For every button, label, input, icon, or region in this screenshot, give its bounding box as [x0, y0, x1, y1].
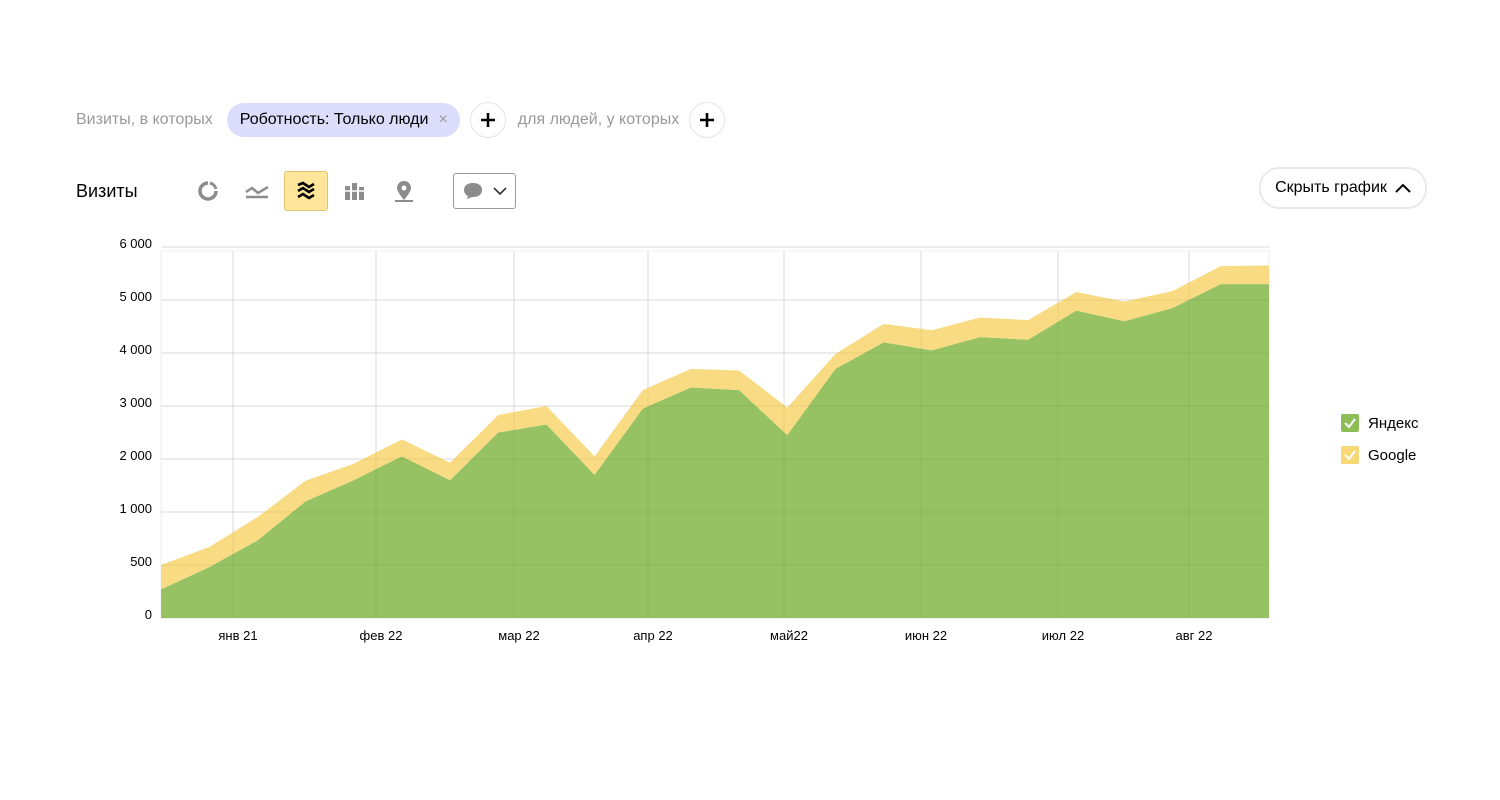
legend-label: Google: [1368, 446, 1417, 464]
plus-icon: [480, 113, 495, 127]
y-tick-label: 3 000: [119, 395, 152, 410]
metric-title: Визиты: [76, 180, 138, 201]
close-icon[interactable]: ×: [438, 111, 448, 128]
map-pin-icon: [395, 181, 413, 202]
series-area-yandex: [161, 284, 1269, 618]
series-area-google: [161, 265, 1269, 590]
x-tick-label: мар 22: [498, 628, 539, 643]
checkbox-checked-icon: [1341, 446, 1359, 464]
chart-toolbar: Визиты: [76, 170, 516, 212]
filter-prefix: Визиты, в которых: [76, 111, 213, 128]
map-button[interactable]: [382, 171, 426, 211]
add-user-condition-button[interactable]: [689, 102, 726, 138]
chart-legend: Яндекс Google: [1341, 407, 1418, 471]
x-tick-label: апр 22: [633, 628, 673, 643]
stacked-area-button[interactable]: [284, 171, 328, 211]
line-chart-button[interactable]: [235, 171, 279, 211]
hide-chart-button[interactable]: Скрыть график: [1259, 167, 1427, 209]
x-tick-label: июн 22: [905, 628, 947, 643]
filter-row: Визиты, в которых Роботность: Только люд…: [76, 101, 737, 139]
y-tick-label: 0: [145, 607, 152, 622]
line-chart-icon: [245, 185, 269, 199]
annotations-dropdown[interactable]: [453, 173, 516, 209]
checkbox-checked-icon: [1341, 414, 1359, 432]
y-tick-label: 4 000: [119, 342, 152, 357]
filter-middle-label: для людей, у которых: [517, 111, 680, 128]
filter-chip-label: Роботность: Только люди: [239, 111, 429, 128]
pie-chart-button[interactable]: [186, 171, 230, 211]
x-tick-label: фев 22: [360, 628, 403, 643]
y-tick-label: 5 000: [119, 289, 152, 304]
y-tick-label: 6 000: [119, 236, 152, 251]
chevron-down-icon: [492, 187, 507, 196]
plus-icon: [700, 113, 715, 127]
bar-chart-button[interactable]: [333, 171, 377, 211]
comment-icon: [463, 183, 482, 199]
add-visit-condition-button[interactable]: [469, 102, 506, 138]
stacked-area-icon: [297, 181, 315, 200]
chevron-up-icon: [1395, 183, 1411, 193]
pie-chart-icon: [198, 181, 218, 201]
bar-chart-icon: [344, 183, 366, 200]
x-tick-label: июл 22: [1042, 628, 1084, 643]
x-tick-label: янв 21: [218, 628, 257, 643]
x-tick-label: май22: [770, 628, 808, 643]
legend-item-google[interactable]: Google: [1341, 439, 1418, 471]
legend-item-yandex[interactable]: Яндекс: [1341, 407, 1418, 439]
hide-chart-label: Скрыть график: [1275, 179, 1387, 196]
y-tick-label: 500: [130, 554, 152, 569]
legend-label: Яндекс: [1368, 414, 1419, 432]
y-tick-label: 1 000: [119, 501, 152, 516]
filter-chip-robotness[interactable]: Роботность: Только люди ×: [226, 103, 460, 137]
x-tick-label: авг 22: [1176, 628, 1213, 643]
y-tick-label: 2 000: [119, 448, 152, 463]
